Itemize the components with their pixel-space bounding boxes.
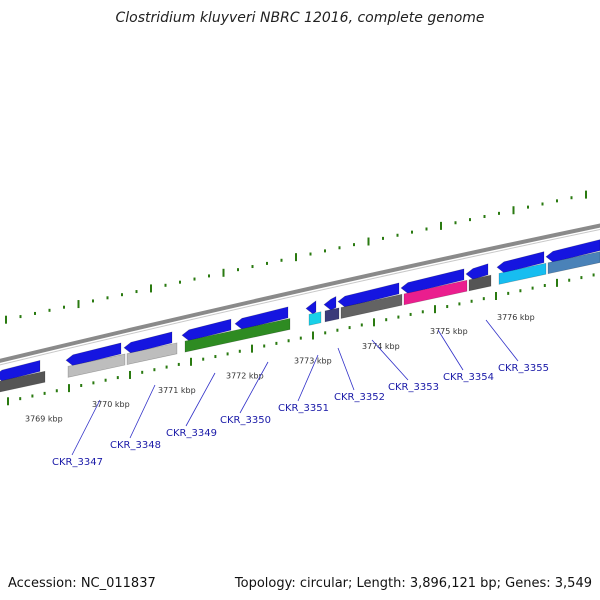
feature-block [468, 274, 492, 292]
gene-arrow [305, 300, 317, 315]
accession-text: Accession: NC_011837 [8, 576, 156, 591]
gene-label: CKR_3355 [498, 363, 549, 374]
leader-line [337, 347, 355, 391]
kbp-tick-label: 3772 kbp [226, 371, 264, 380]
gene-arrow [545, 239, 600, 263]
gene-arrow [323, 296, 337, 311]
feature-block [67, 353, 126, 378]
leader-line [437, 329, 464, 371]
map-title: Clostridium kluyveri NBRC 12016, complet… [115, 10, 484, 26]
outer-tick-row [5, 190, 587, 324]
gene-arrow [337, 282, 400, 308]
gene-label: CKR_3354 [443, 372, 494, 383]
gene-arrow [0, 359, 41, 382]
feature-block [184, 318, 291, 353]
gene-label: CKR_3351 [278, 403, 329, 414]
leader-line [239, 361, 269, 414]
kbp-tick-label: 3771 kbp [158, 386, 196, 395]
genome-summary-text: Topology: circular; Length: 3,896,121 bp… [234, 576, 592, 591]
gene-arrow [400, 268, 465, 294]
feature-block [498, 262, 547, 285]
genome-backbone [0, 223, 600, 363]
map-layer: 3769 kbp 3770 kbp 3771 kbp 3772 kbp 3773 kbp… [0, 190, 600, 468]
kbp-tick-label: 3773 kbp [294, 357, 332, 366]
feature-block [0, 370, 46, 393]
gene-arrow [65, 342, 122, 367]
gene-arrow [123, 331, 173, 354]
gene-arrow [465, 263, 489, 280]
leader-line [129, 384, 156, 439]
gene-label: CKR_3348 [110, 440, 161, 451]
inner-tick-row [7, 273, 595, 406]
leader-line [71, 399, 101, 456]
kbp-tick-label: 3774 kbp [362, 342, 400, 351]
gene-arrow [234, 306, 289, 330]
feature-block [324, 307, 340, 323]
gene-label: CKR_3352 [334, 392, 385, 403]
gene-label: CKR_3353 [388, 382, 439, 393]
gene-label: CKR_3347 [52, 457, 103, 468]
leader-line [185, 372, 216, 427]
feature-block [126, 342, 178, 365]
kbp-tick-label: 3775 kbp [430, 327, 468, 336]
leader-line [371, 339, 409, 381]
feature-block [308, 311, 322, 326]
kbp-tick-label: 3776 kbp [497, 313, 535, 322]
feature-block [403, 279, 468, 306]
feature-block [340, 293, 403, 319]
gene-label: CKR_3350 [220, 415, 271, 426]
kbp-tick-label: 3769 kbp [25, 415, 63, 424]
feature-block [547, 251, 600, 275]
kbp-tick-label: 3770 kbp [92, 400, 130, 409]
gene-arrow [181, 318, 232, 342]
leader-line [297, 354, 319, 402]
leader-line [485, 319, 519, 362]
genome-backbone-shadow [0, 229, 600, 366]
gene-label: CKR_3349 [166, 428, 217, 439]
gene-arrow [496, 251, 545, 274]
